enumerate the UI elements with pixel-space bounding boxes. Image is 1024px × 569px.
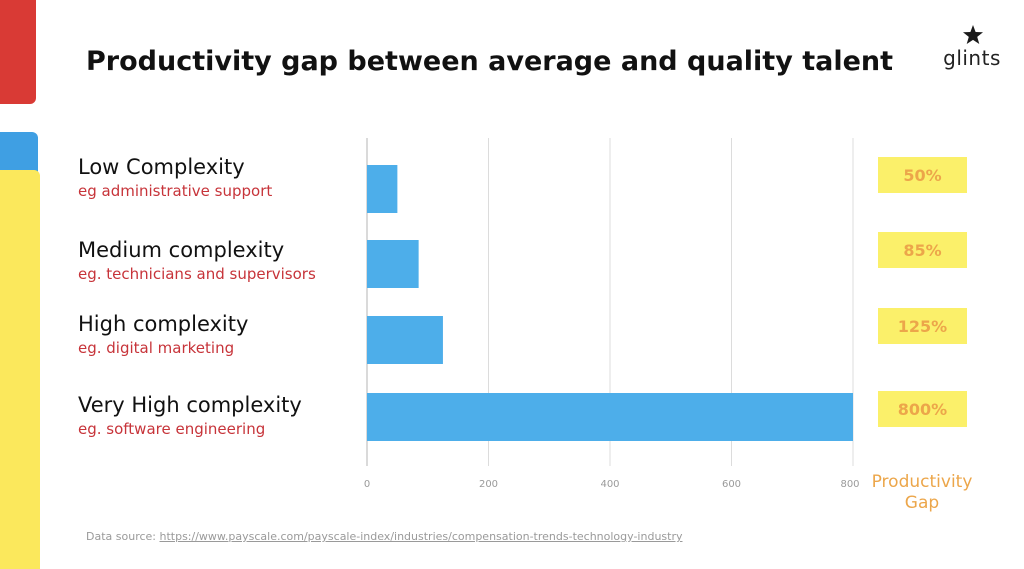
data-source-link[interactable]: https://www.payscale.com/payscale-index/…: [160, 530, 683, 543]
x-tick-label: 0: [364, 479, 370, 490]
gap-value-badge: 50%: [878, 157, 967, 193]
gap-value-badge: 85%: [878, 232, 967, 268]
x-tick-label: 200: [479, 479, 498, 490]
gap-value-badge: 125%: [878, 308, 967, 344]
bar-1: [367, 165, 397, 213]
x-tick-label: 600: [722, 479, 741, 490]
data-source-prefix: Data source:: [86, 530, 160, 543]
bar-3: [367, 316, 443, 364]
bar-4: [367, 393, 853, 441]
bar-2: [367, 240, 419, 288]
x-tick-label: 400: [600, 479, 619, 490]
data-source: Data source: https://www.payscale.com/pa…: [86, 530, 683, 543]
x-tick-label: 800: [840, 479, 859, 490]
gap-axis-label: Productivity Gap: [866, 472, 978, 514]
gap-value-badge: 800%: [878, 391, 967, 427]
